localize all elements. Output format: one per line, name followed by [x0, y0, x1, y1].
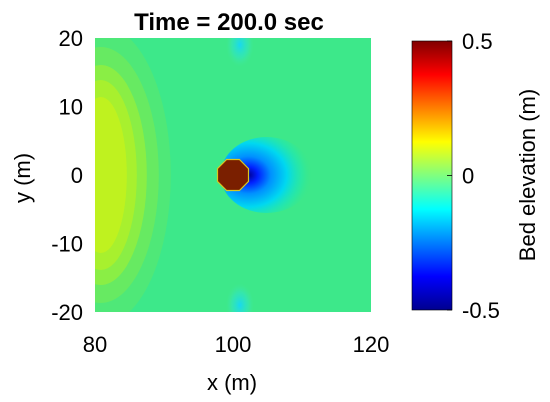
x-tick-label: 120: [353, 332, 390, 357]
colorbar-tick-label: -0.5: [462, 298, 500, 323]
upper-scour-spot: [225, 38, 254, 67]
pier-octagon: [216, 158, 250, 192]
y-tick-label: 20: [59, 26, 83, 51]
x-axis-ticks: 80 100 120: [83, 332, 390, 357]
colorbar-tick-label: 0.5: [462, 29, 493, 54]
x-tick-label: 80: [83, 332, 107, 357]
colorbar: 0.5 0 -0.5 Bed elevation (m): [411, 29, 540, 323]
y-tick-label: 10: [59, 95, 83, 120]
colorbar-ticks: 0.5 0 -0.5: [447, 29, 500, 323]
lower-scour-spot: [225, 283, 254, 312]
deposition-band-5: [95, 97, 127, 253]
y-tick-label: -20: [51, 300, 83, 325]
scour-hole: [220, 137, 313, 213]
x-axis-label: x (m): [207, 370, 257, 395]
x-tick-label: 100: [215, 332, 252, 357]
colorbar-gradient: [411, 40, 453, 311]
plot-area: [95, 38, 371, 312]
colorbar-tick-label: 0: [462, 164, 474, 189]
y-axis-label: y (m): [10, 153, 35, 203]
y-tick-label: -10: [51, 232, 83, 257]
bed-elevation-field: [95, 38, 371, 312]
colorbar-label: Bed elevation (m): [515, 89, 540, 261]
y-tick-label: 0: [71, 163, 83, 188]
chart-title: Time = 200.0 sec: [134, 9, 324, 36]
y-axis-ticks: 20 10 0 -10 -20: [51, 26, 83, 325]
